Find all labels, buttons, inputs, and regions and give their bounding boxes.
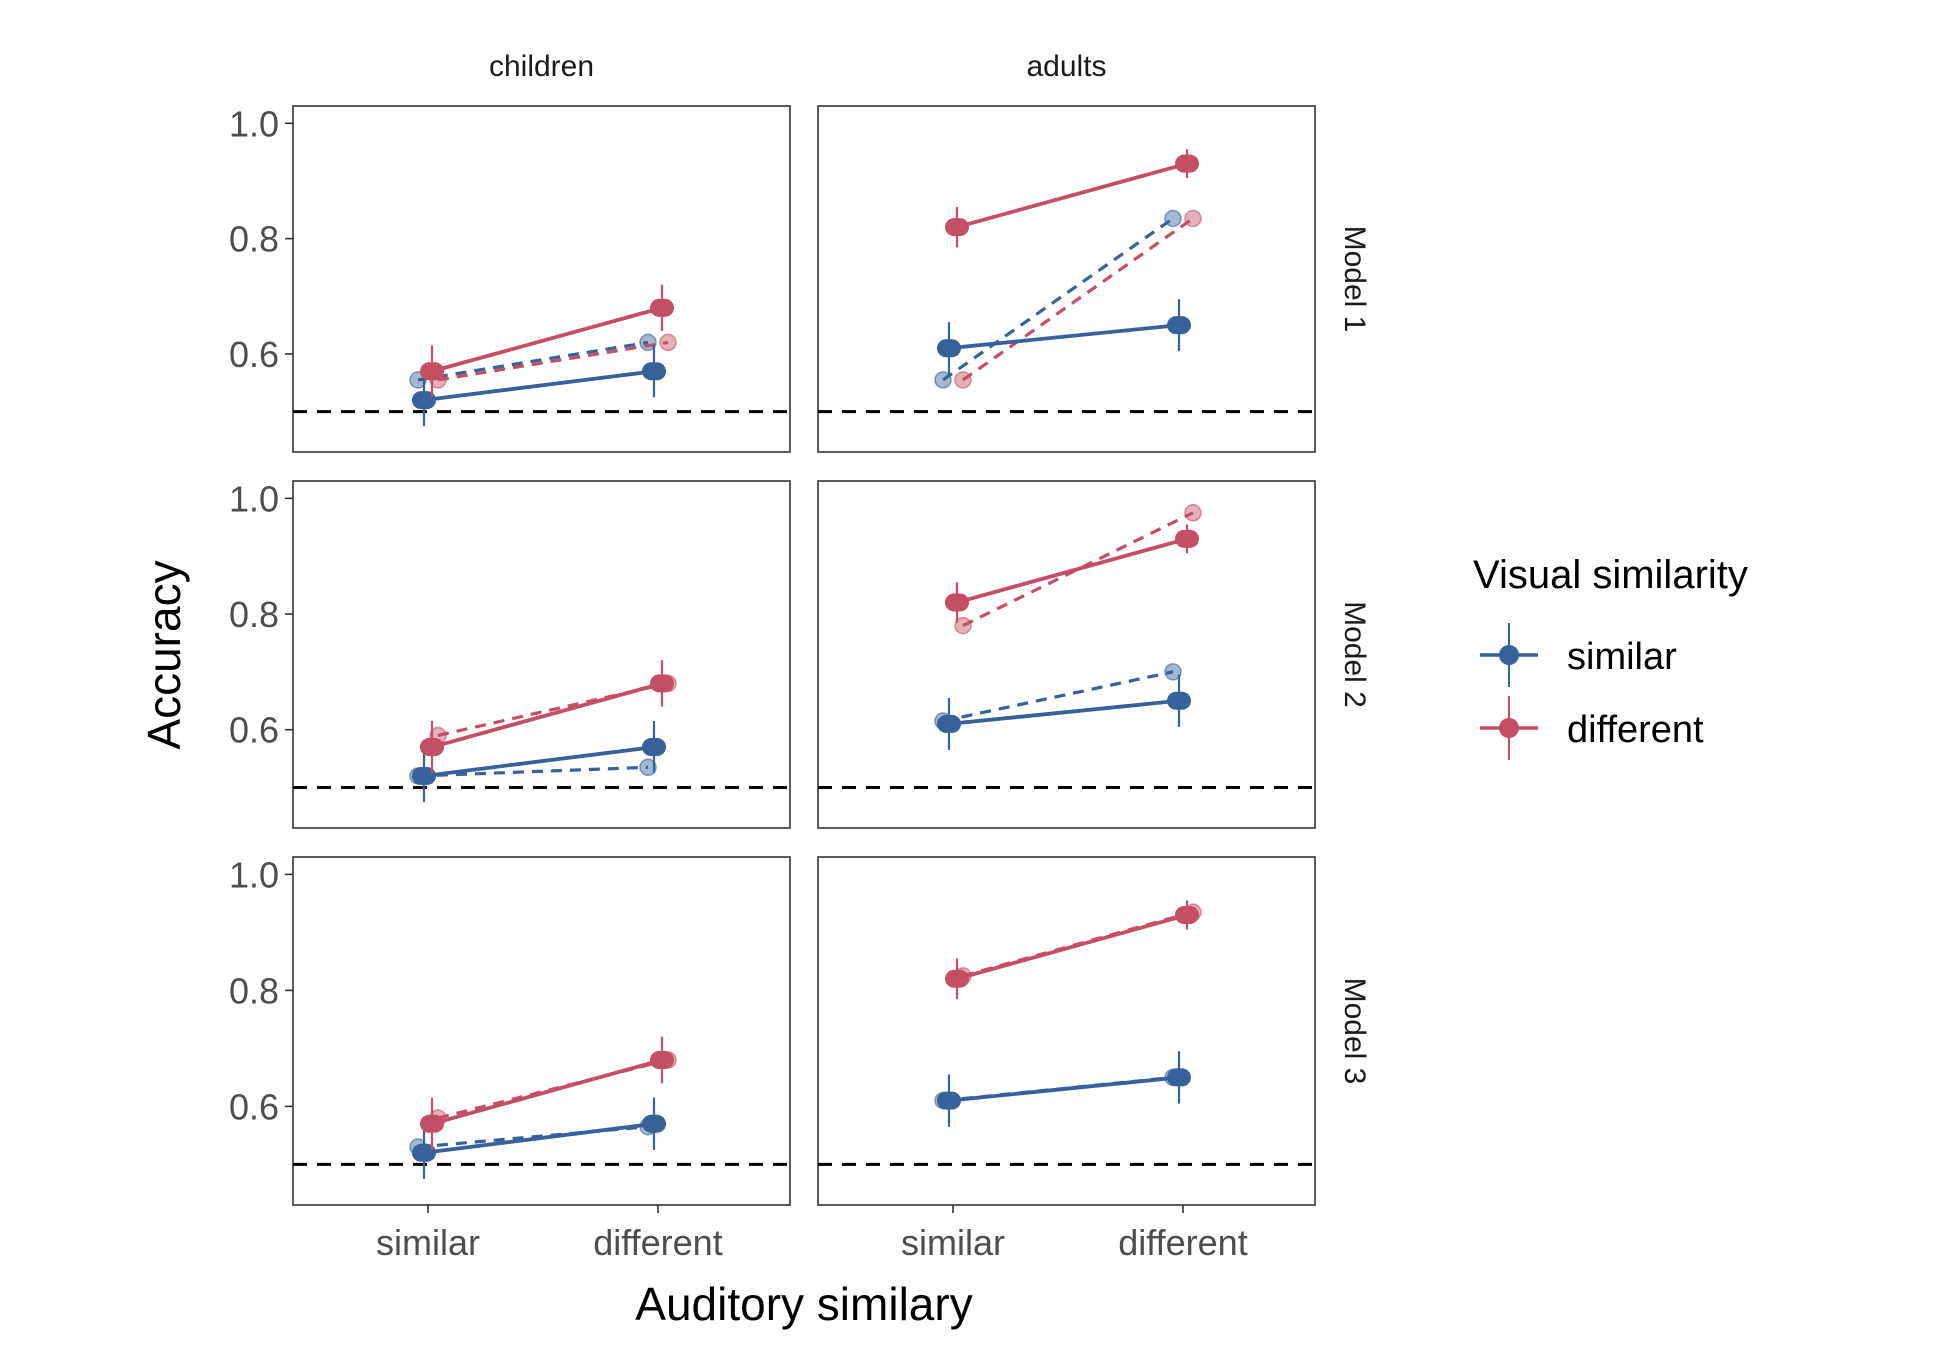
observed-point-similar-similar [412,766,436,785]
observed-point-similar-similar [412,1143,436,1162]
observed-line-similar [948,1075,1180,1103]
observed-line-similar [423,369,655,402]
panel-adults-3 [817,856,1316,1206]
observed-line-different [431,306,663,374]
model-line-similar [942,217,1174,382]
observed-point-different-different [1175,529,1199,548]
model-line-similar [942,670,1174,723]
y-tick-label: 0.8 [229,219,279,260]
panel-children-1 [292,105,791,453]
legend-label-different: different [1567,709,1704,751]
observed-point-different-similar [945,969,969,988]
row-strip-model-1: Model 1 [1338,226,1371,333]
model-line-similar [417,340,649,382]
observed-point-different-similar [945,593,969,612]
legend-title: Visual similarity [1473,553,1748,597]
observed-point-similar-different [1167,691,1191,710]
y-tick-label: 0.6 [229,710,279,751]
model-line-different [962,217,1194,382]
observed-point-similar-similar [937,1091,961,1110]
panel-border [817,105,1316,453]
observed-point-different-different [1175,154,1199,173]
row-strip-model-3: Model 3 [1338,978,1371,1085]
x-tick-label-similar: similar [376,1222,480,1263]
y-tick-label: 0.6 [229,334,279,375]
observed-point-different-similar [420,362,444,381]
legend-swatch-point [1499,645,1519,665]
observed-line-similar [948,698,1180,726]
model-point-different-different [1184,209,1202,228]
axes-layer: 0.6 0.8 1.0 0.6 0.8 1.0 0.6 0.8 1.0 similar differ… [138,50,1371,1330]
column-strip-adults: adults [1026,50,1106,83]
panel-border [292,480,791,829]
observed-line-similar [423,745,655,778]
model-point-different-different [659,333,677,352]
x-tick-label-similar: similar [901,1222,1005,1263]
model-line-different [437,340,669,382]
panel-children-2 [292,480,791,829]
observed-line-different [431,681,663,749]
model-point-similar-different [1164,663,1182,681]
panel-adults-2 [817,480,1316,829]
observed-point-different-similar [420,1114,444,1133]
column-strip-children: children [489,50,594,83]
observed-point-similar-similar [937,714,961,733]
observed-line-different [431,1058,663,1126]
x-axis-title: Auditory similary [635,1278,972,1330]
legend-swatch-point [1499,718,1519,738]
observed-point-different-different [650,674,674,693]
observed-point-similar-different [642,738,666,757]
legend-label-similar: similar [1567,636,1677,678]
observed-point-similar-similar [412,391,436,410]
observed-line-similar [423,1121,655,1155]
observed-line-different [956,913,1188,981]
model-point-different-similar [954,616,972,635]
y-tick-label: 0.8 [229,594,279,635]
panel-border [292,105,791,453]
y-tick-label: 1.0 [229,103,279,144]
y-tick-label: 1.0 [229,478,279,519]
panel-adults-1 [817,105,1316,453]
y-axis-title: Accuracy [138,560,190,749]
panels-layer [292,105,1316,1206]
observed-point-similar-different [1167,316,1191,335]
y-tick-label: 0.6 [229,1086,279,1127]
observed-point-different-different [1175,906,1199,924]
model-point-similar-different [639,758,657,777]
legend-layer: Visual similarity similar different [1473,553,1748,760]
x-tick-label-different: different [1118,1222,1247,1263]
observed-line-different [956,161,1188,229]
observed-point-similar-different [642,362,666,381]
y-tick-label: 0.8 [229,970,279,1011]
row-strip-model-2: Model 2 [1338,601,1371,708]
x-tick-label-different: different [593,1222,722,1263]
model-point-similar-different [1164,209,1182,228]
panel-children-3 [292,856,791,1206]
model-point-similar-similar [934,371,952,389]
model-line-similar [417,765,649,778]
panel-border [292,856,791,1206]
legend-item-similar: similar [1480,623,1677,687]
observed-line-similar [948,323,1180,351]
panel-border [817,856,1316,1206]
panel-border [817,480,1316,829]
y-tick-label: 1.0 [229,854,279,895]
observed-point-similar-similar [937,339,961,358]
model-point-different-different [1184,504,1202,522]
legend-item-different: different [1480,696,1704,760]
model-point-different-similar [954,371,972,389]
observed-point-similar-different [642,1114,666,1133]
observed-point-different-similar [420,738,444,757]
observed-point-different-similar [945,218,969,237]
observed-line-different [956,537,1188,605]
observed-point-similar-different [1167,1068,1191,1087]
observed-point-different-different [650,1051,674,1069]
model-line-different [962,511,1194,628]
observed-point-different-different [650,298,674,317]
